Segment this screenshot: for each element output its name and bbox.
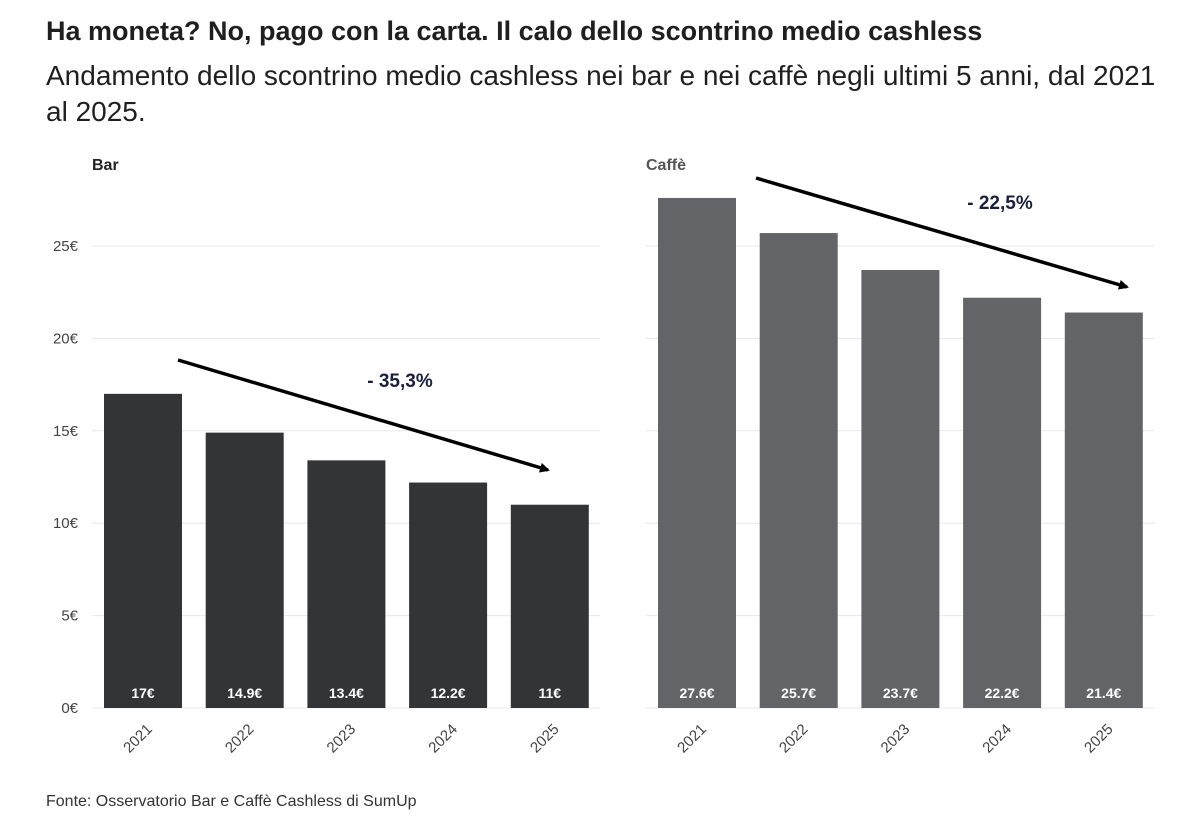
trend-arrow-caffe	[755, 176, 1129, 290]
bars-caffe	[658, 197, 1143, 708]
bar-labels-caffe: 27.6€ 25.7€ 23.7€ 22.2€ 21.4€	[679, 685, 1121, 701]
y-tick-label: 10€	[53, 515, 79, 532]
bar-2023	[861, 270, 940, 708]
bar-labels-bar: 17€ 14.9€ 13.4€ 12.2€ 11€	[131, 685, 561, 701]
bar-value-label: 21.4€	[1086, 685, 1121, 701]
bar-2025	[510, 504, 589, 708]
bar-2023	[307, 460, 386, 708]
annotation-bar: - 35,3%	[367, 371, 433, 392]
x-tick-label: 2022	[222, 721, 258, 757]
bar-value-label: 12.2€	[431, 685, 466, 701]
bar-2021	[104, 393, 182, 708]
y-tick-label: 15€	[53, 423, 79, 440]
x-axis-bar: 2021 2022 2023 2024 2025	[120, 721, 562, 757]
x-tick-label: 2024	[425, 721, 461, 757]
x-tick-label: 2023	[324, 721, 360, 757]
x-tick-label: 2024	[979, 721, 1015, 757]
y-tick-label: 5€	[61, 608, 78, 625]
bar-2024	[409, 482, 488, 708]
chart-subtitle: Andamento dello scontrino medio cashless…	[46, 60, 1156, 127]
bar-2025	[1064, 312, 1143, 708]
bar-value-label: 27.6€	[679, 685, 714, 701]
source-note: Fonte: Osservatorio Bar e Caffè Cashless…	[46, 793, 417, 810]
bar-value-label: 14.9€	[227, 685, 262, 701]
bar-2022	[759, 233, 838, 708]
panel-title-bar: Bar	[92, 157, 119, 174]
x-tick-label: 2022	[776, 721, 812, 757]
y-tick-label: 0€	[61, 700, 78, 717]
bar-value-label: 17€	[131, 685, 155, 701]
bar-2022	[205, 432, 284, 708]
bar-value-label: 23.7€	[883, 685, 918, 701]
bar-2021	[658, 197, 736, 708]
panel-bar: Bar 0€5€10€15€20€25€ 17€ 14.9€ 13.4€ 12.2€ 1…	[53, 157, 600, 756]
y-tick-label: 20€	[53, 330, 79, 347]
annotation-caffe: - 22,5%	[967, 193, 1033, 214]
x-tick-label: 2023	[878, 721, 914, 757]
x-tick-label: 2021	[674, 721, 710, 757]
bar-value-label: 22.2€	[985, 685, 1020, 701]
bar-value-label: 25.7€	[781, 685, 816, 701]
y-axis-bar: 0€ 5€ 10€ 15€ 20€ 25€	[53, 238, 79, 717]
chart-title: Ha moneta? No, pago con la carta. Il cal…	[46, 16, 983, 46]
panel-title-caffe: Caffè	[646, 157, 686, 174]
y-tick-label: 25€	[53, 238, 79, 255]
trend-arrow-bar	[177, 358, 550, 473]
x-tick-label: 2025	[1081, 721, 1117, 757]
bar-value-label: 13.4€	[329, 685, 364, 701]
x-tick-label: 2021	[120, 721, 156, 757]
x-tick-label: 2025	[527, 721, 563, 757]
bars-bar	[104, 393, 589, 708]
panel-caffe: Caffè 27.6€ 25.7€ 23.7€ 22.2€ 21.4€ 2021 2022…	[646, 157, 1155, 756]
bar-value-label: 11€	[539, 685, 562, 701]
x-axis-caffe: 2021 2022 2023 2024 2025	[674, 721, 1116, 757]
bar-2024	[963, 297, 1042, 708]
